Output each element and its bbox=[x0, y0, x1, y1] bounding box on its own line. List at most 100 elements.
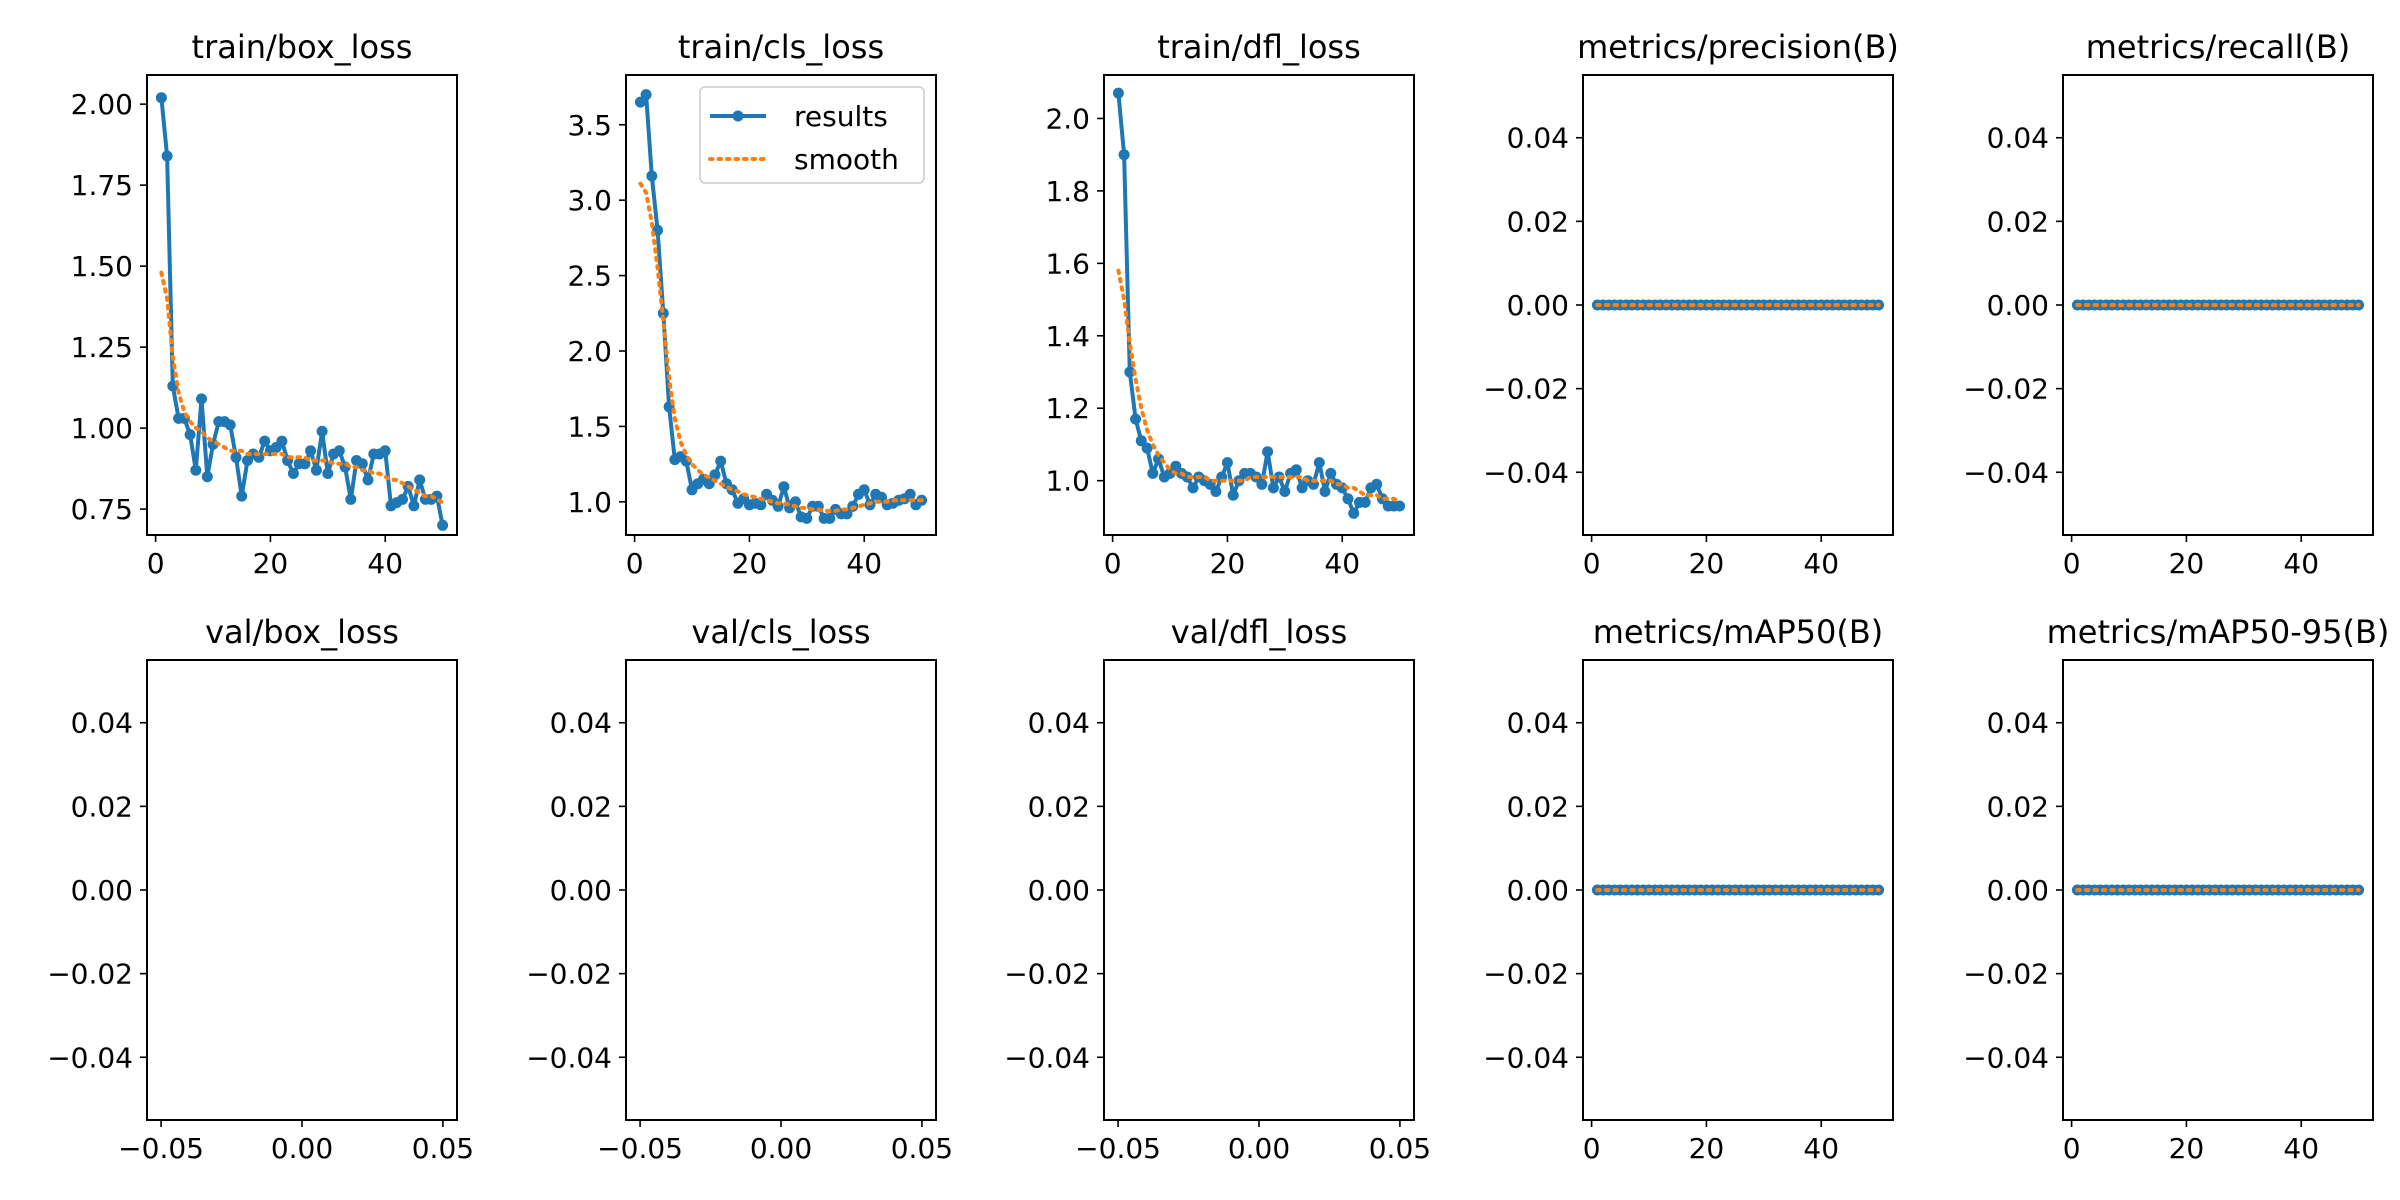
y-tick-label: −0.02 bbox=[1483, 958, 1569, 991]
y-tick-label: 0.02 bbox=[1987, 205, 2049, 238]
y-tick-label: 2.5 bbox=[567, 260, 612, 293]
y-tick-label: 3.5 bbox=[567, 109, 612, 142]
subplot-val-box-loss: val/box_loss −0.04 −0.02 0.00 0.02 0.04 −0.05 0… bbox=[47, 613, 474, 1165]
data-point-results bbox=[1394, 500, 1406, 512]
y-tick-label: 0.04 bbox=[1028, 707, 1090, 740]
y-tick-label: 0.00 bbox=[1987, 289, 2049, 322]
data-point-results bbox=[1187, 482, 1199, 494]
data-point-results bbox=[287, 468, 299, 479]
x-tick-label: −0.05 bbox=[597, 1132, 683, 1165]
x-tick-label: 40 bbox=[846, 547, 882, 580]
x-tick-label: 0 bbox=[2063, 547, 2081, 580]
y-tick-label: −0.02 bbox=[1963, 958, 2049, 991]
y-tick-label: 0.00 bbox=[71, 874, 133, 907]
plot-frame bbox=[146, 659, 458, 1121]
y-tick-label: 2.0 bbox=[1045, 102, 1090, 135]
data-point-results bbox=[356, 458, 368, 470]
subplot-metrics-map50: metrics/mAP50(B) −0.04 −0.02 0.00 0.02 0.04 0 2… bbox=[1483, 613, 1894, 1165]
data-point-results bbox=[824, 512, 836, 524]
data-point-results bbox=[161, 150, 173, 162]
x-tick-label: 20 bbox=[732, 547, 768, 580]
x-tick-label: 0.00 bbox=[750, 1132, 812, 1165]
plot-title: metrics/mAP50(B) bbox=[1593, 613, 1884, 651]
x-tick-label: 40 bbox=[1803, 547, 1839, 580]
x-tick-label: 0.05 bbox=[412, 1132, 474, 1165]
data-point-results bbox=[1130, 413, 1142, 425]
data-point-results bbox=[224, 419, 236, 431]
data-point-results bbox=[310, 464, 322, 476]
y-tick-label: 1.50 bbox=[71, 250, 133, 283]
y-tick-label: 0.04 bbox=[1507, 122, 1569, 155]
data-point-results bbox=[397, 493, 408, 505]
x-tick-label: 40 bbox=[1803, 1132, 1839, 1165]
x-tick-label: 40 bbox=[2283, 1132, 2319, 1165]
data-point-results bbox=[1221, 457, 1233, 469]
x-tick-label: 0.00 bbox=[271, 1132, 333, 1165]
y-tick-label: −0.04 bbox=[1483, 456, 1569, 489]
plot-title: metrics/precision(B) bbox=[1577, 28, 1899, 66]
data-point-results bbox=[709, 469, 721, 481]
data-point-results bbox=[362, 474, 374, 486]
data-point-results bbox=[333, 445, 345, 457]
data-point-results bbox=[305, 445, 317, 457]
data-point-results bbox=[201, 471, 213, 483]
y-tick-label: 0.75 bbox=[71, 493, 133, 526]
x-tick-label: 0 bbox=[2063, 1132, 2081, 1165]
data-point-results bbox=[1256, 478, 1268, 490]
y-tick-label: 0.04 bbox=[1507, 707, 1569, 740]
y-tick-label: 2.00 bbox=[71, 88, 133, 121]
y-tick-label: 0.04 bbox=[71, 707, 133, 740]
y-tick-label: 1.75 bbox=[71, 169, 133, 202]
data-point-results bbox=[1124, 366, 1136, 378]
data-point-results bbox=[437, 519, 449, 531]
data-point-results bbox=[190, 464, 202, 476]
y-tick-label: −0.02 bbox=[526, 958, 612, 991]
y-tick-label: 3.0 bbox=[567, 184, 612, 217]
plot-title: train/box_loss bbox=[192, 28, 413, 66]
y-tick-label: 1.00 bbox=[71, 412, 133, 445]
y-tick-label: 1.2 bbox=[1045, 392, 1090, 425]
data-point-results bbox=[1147, 467, 1159, 479]
y-tick-label: 0.02 bbox=[1987, 790, 2049, 823]
y-tick-label: −0.02 bbox=[1963, 373, 2049, 406]
x-tick-label: 20 bbox=[2169, 1132, 2205, 1165]
plot-frame bbox=[1103, 659, 1415, 1121]
x-tick-label: −0.05 bbox=[118, 1132, 204, 1165]
x-tick-label: 40 bbox=[2283, 547, 2319, 580]
data-point-results bbox=[230, 451, 242, 463]
y-tick-label: 0.04 bbox=[1987, 707, 2049, 740]
x-tick-label: 20 bbox=[253, 547, 289, 580]
data-point-results bbox=[1342, 493, 1354, 505]
data-point-results bbox=[634, 96, 646, 108]
data-point-results bbox=[316, 425, 328, 437]
x-tick-label: 0.00 bbox=[1228, 1132, 1290, 1165]
x-tick-label: 40 bbox=[1324, 547, 1360, 580]
data-point-results bbox=[408, 500, 420, 512]
data-point-results bbox=[1279, 486, 1291, 497]
legend-label-smooth: smooth bbox=[794, 143, 899, 176]
legend: results smooth bbox=[699, 86, 925, 184]
series-line-smooth bbox=[159, 270, 445, 505]
data-point-results bbox=[1359, 496, 1371, 508]
x-tick-label: 20 bbox=[1689, 1132, 1725, 1165]
series-line-smooth bbox=[1116, 268, 1402, 505]
data-point-results bbox=[276, 435, 288, 447]
x-tick-label: 40 bbox=[367, 547, 403, 580]
x-tick-label: 0 bbox=[1583, 1132, 1601, 1165]
y-tick-label: 0.00 bbox=[1028, 874, 1090, 907]
y-tick-label: 0.02 bbox=[1028, 790, 1090, 823]
y-tick-label: −0.02 bbox=[47, 958, 133, 991]
data-point-results bbox=[1267, 482, 1279, 494]
y-tick-label: 0.02 bbox=[1507, 790, 1569, 823]
data-point-results bbox=[1371, 478, 1383, 490]
data-point-results bbox=[345, 493, 357, 505]
y-tick-label: 1.25 bbox=[71, 331, 133, 364]
y-tick-label: 1.5 bbox=[567, 410, 612, 443]
subplot-metrics-precision: metrics/precision(B) −0.04 −0.02 0.00 0.02 0.… bbox=[1483, 28, 1899, 580]
y-tick-label: −0.02 bbox=[1483, 373, 1569, 406]
subplot-train-cls-loss: train/cls_loss 1.0 1.5 2.0 2.5 3.0 3.5 0 20 40 res… bbox=[567, 28, 937, 580]
x-tick-label: 0 bbox=[147, 547, 165, 580]
data-point-results bbox=[155, 92, 167, 104]
y-tick-label: 1.0 bbox=[1045, 465, 1090, 498]
data-point-results bbox=[1262, 446, 1274, 458]
